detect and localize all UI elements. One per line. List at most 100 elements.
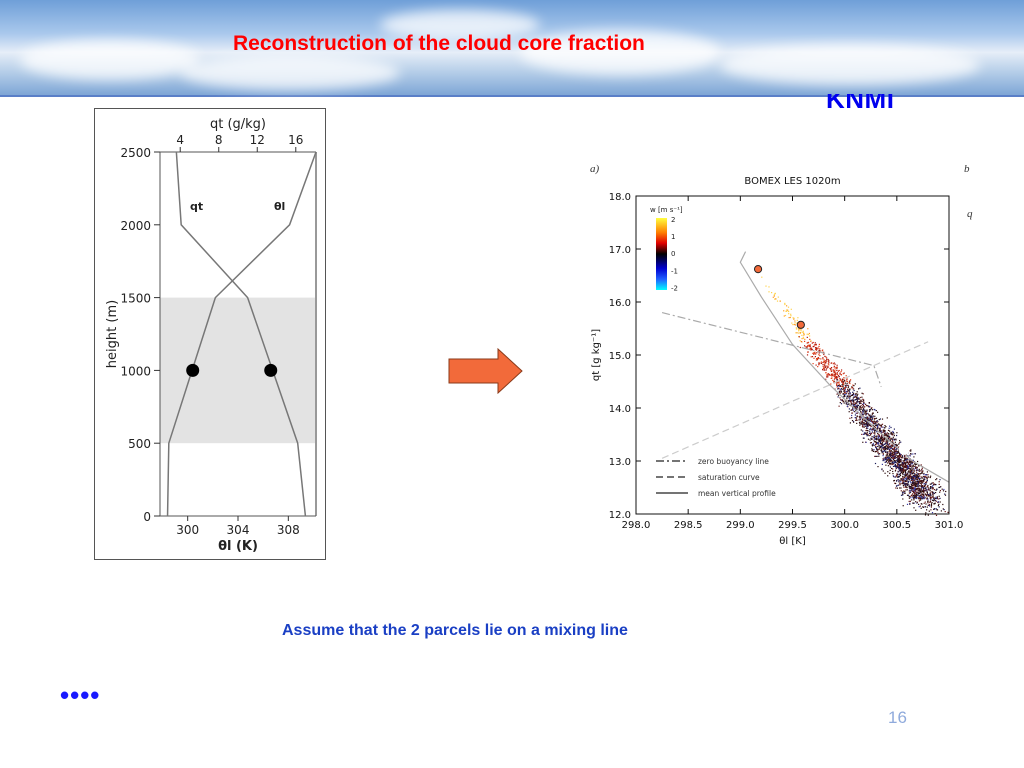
- scatter-point: [934, 503, 936, 505]
- scatter-point: [899, 472, 902, 474]
- scatter-point: [821, 349, 824, 351]
- scatter-point: [856, 400, 859, 402]
- scatter-point: [880, 437, 882, 439]
- scatter-point: [870, 437, 872, 439]
- scatter-point: [887, 445, 890, 447]
- scatter-point: [939, 497, 941, 499]
- scatter-point: [923, 483, 925, 485]
- scatter-point: [889, 439, 891, 441]
- scatter-point: [845, 393, 847, 395]
- scatter-point: [784, 303, 786, 306]
- scatter-point: [906, 466, 908, 469]
- scatter-point: [920, 507, 922, 509]
- scatter-point: [903, 467, 905, 469]
- scatter-point: [908, 500, 910, 502]
- scatter-point: [875, 410, 877, 412]
- scatter-point: [822, 365, 824, 368]
- scatter-point: [903, 466, 905, 468]
- scatter-point: [814, 342, 816, 344]
- scatter-point: [835, 372, 837, 374]
- scatter-point: [861, 400, 863, 402]
- scatter-point: [800, 330, 802, 332]
- scatter-point: [795, 332, 797, 334]
- scatter-point: [869, 432, 871, 434]
- scatter-point: [904, 476, 906, 478]
- scatter-point: [809, 347, 811, 349]
- scatter-point: [877, 421, 879, 423]
- scatter-point: [902, 505, 904, 507]
- scatter-point: [857, 397, 859, 399]
- scatter-point: [799, 340, 801, 342]
- scatter-point: [944, 511, 946, 513]
- scatter-point: [867, 430, 869, 432]
- scatter-point: [839, 378, 841, 380]
- scatter-point: [917, 496, 919, 499]
- scatter-point: [824, 366, 826, 368]
- scatter-point: [925, 488, 927, 490]
- scatter-point: [852, 408, 854, 410]
- scatter-point: [891, 464, 893, 466]
- scatter-point: [876, 422, 878, 424]
- right-arrow-icon: [448, 348, 523, 394]
- scatter-point: [865, 405, 868, 407]
- scatter-point: [816, 359, 818, 361]
- scatter-point: [928, 493, 930, 496]
- scatter-point: [870, 408, 872, 410]
- scatter-point: [937, 501, 939, 504]
- scatter-point: [932, 486, 934, 489]
- scatter-point: [919, 470, 921, 472]
- scatter-point: [905, 489, 907, 491]
- scatter-point: [799, 328, 801, 330]
- scatter-point: [860, 408, 862, 410]
- scatter-point: [892, 448, 895, 450]
- scatter-point: [826, 357, 828, 359]
- scatter-point: [851, 414, 853, 417]
- scatter-point: [801, 341, 803, 343]
- scatter-point: [911, 499, 913, 501]
- scatter-point: [893, 480, 895, 482]
- scatter-point: [902, 468, 905, 470]
- scatter-point: [869, 409, 871, 411]
- scatter-point: [870, 415, 872, 417]
- scatter-point: [836, 372, 838, 374]
- page-number: 16: [888, 708, 907, 727]
- scatter-point: [908, 471, 910, 473]
- scatter-point: [876, 431, 878, 433]
- scatter-point: [878, 440, 880, 442]
- scatter-point: [894, 441, 896, 443]
- panel-label-a: a): [590, 163, 600, 175]
- scatter-point: [936, 478, 938, 480]
- scatter-point: [879, 429, 881, 431]
- scatter-point: [916, 471, 918, 473]
- scatter-point: [898, 459, 900, 462]
- scatter-point: [849, 388, 851, 390]
- scatter-point: [927, 501, 929, 503]
- scatter-point: [890, 456, 893, 459]
- scatter-point: [899, 484, 901, 486]
- scatter-point: [863, 406, 865, 408]
- scatter-point: [871, 416, 873, 418]
- scatter-point: [896, 452, 898, 454]
- scatter-point: [823, 351, 825, 353]
- scatter-point: [810, 356, 812, 358]
- scatter-point: [923, 498, 925, 500]
- scatter-point: [862, 424, 864, 426]
- scatter-point: [844, 390, 846, 393]
- scatter-point: [901, 470, 903, 472]
- scatter-point: [903, 478, 905, 480]
- scatter-point: [895, 482, 897, 485]
- scatter-point: [887, 471, 889, 473]
- scatter-point: [919, 491, 921, 493]
- scatter-point: [846, 397, 848, 399]
- scatter-point: [823, 368, 826, 370]
- scatter-point: [932, 488, 934, 490]
- scatter-point: [906, 461, 909, 463]
- scatter-point: [901, 465, 903, 467]
- scatter-point: [917, 494, 919, 496]
- scatter-point: [930, 475, 932, 477]
- scatter-point: [842, 386, 844, 388]
- scatter-point: [907, 474, 909, 476]
- scatter-point: [839, 385, 841, 387]
- scatter-point: [919, 475, 921, 477]
- scatter-point: [895, 449, 897, 451]
